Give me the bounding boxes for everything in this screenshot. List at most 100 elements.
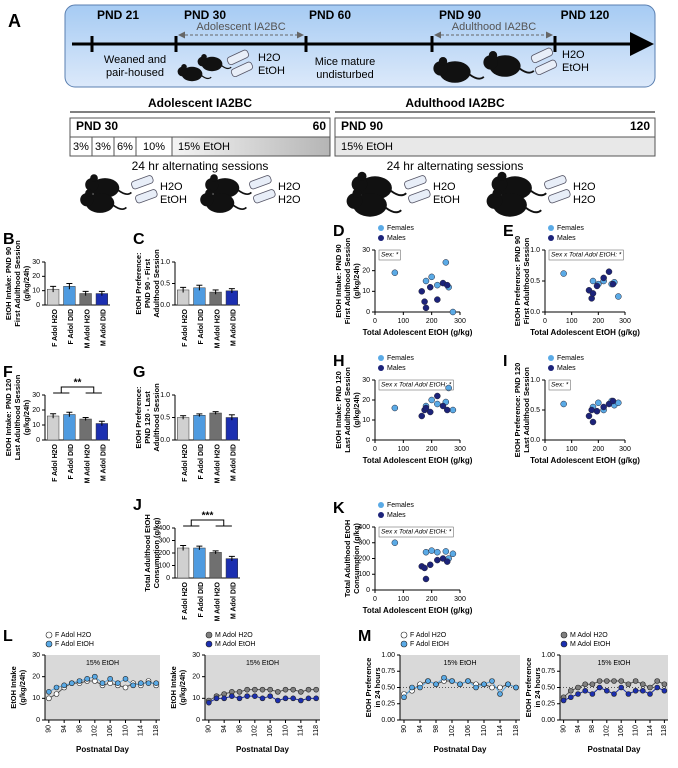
- y-tick-label: 1.00: [381, 652, 395, 659]
- legend-marker: [548, 235, 554, 241]
- point: [267, 693, 273, 699]
- y-axis-label: First Adulthood Session: [13, 240, 22, 327]
- point: [618, 684, 625, 691]
- x-tick-label: 0: [373, 446, 377, 453]
- x-tick-label: 114: [138, 725, 145, 736]
- bar: [79, 418, 92, 441]
- y-tick-label: 0.0: [160, 437, 170, 444]
- y-tick-label: 200: [358, 555, 370, 562]
- point: [489, 678, 495, 684]
- y-axis-label: in 24 hours: [373, 667, 382, 707]
- point: [588, 406, 595, 414]
- legend-label: M Adol H2O: [215, 632, 253, 639]
- point: [236, 689, 243, 695]
- x-tick-label: 200: [426, 596, 438, 603]
- point: [213, 695, 220, 702]
- bottle-icon: [547, 188, 572, 205]
- point: [615, 293, 622, 300]
- x-tick-label: 118: [153, 725, 160, 736]
- point: [84, 676, 90, 682]
- y-axis-label: EtOH Preference: [524, 658, 533, 718]
- point: [427, 561, 434, 569]
- y-tick-label: 1.0: [530, 377, 540, 384]
- x-tick-label: 100: [397, 596, 409, 603]
- point: [444, 558, 451, 565]
- point: [611, 691, 617, 697]
- timeline-note: Mice mature: [315, 56, 376, 68]
- legend-marker: [378, 365, 384, 371]
- y-axis-label: in 24 hours: [533, 667, 542, 707]
- x-tick-label: 90: [401, 725, 408, 733]
- point: [465, 678, 471, 684]
- point: [425, 678, 431, 684]
- x-tick-label: 0: [543, 318, 547, 325]
- legend-label: F Adol EtOH: [410, 641, 449, 648]
- x-tick-label: 106: [107, 725, 114, 737]
- x-tick-label: M Adol DID: [231, 309, 238, 346]
- legend-label: Males: [557, 235, 576, 242]
- point: [298, 689, 304, 695]
- legend-label: Males: [387, 512, 406, 519]
- y-tick-label: 30: [362, 247, 370, 254]
- x-tick-label: 106: [618, 725, 625, 737]
- y-tick-label: 200: [158, 550, 170, 557]
- y-tick-label: 10: [32, 695, 40, 702]
- timeline-mark: PND 90: [439, 8, 481, 22]
- bar: [193, 547, 206, 579]
- point: [603, 678, 610, 684]
- x-tick-label: 300: [454, 596, 466, 603]
- point: [422, 548, 430, 556]
- point: [647, 691, 653, 697]
- y-tick-label: 300: [158, 537, 170, 544]
- y-tick-label: 0: [36, 437, 40, 444]
- point: [236, 695, 243, 702]
- point: [625, 691, 632, 697]
- significance-bracket: [53, 386, 102, 394]
- x-tick-label: 94: [221, 725, 228, 733]
- point: [589, 418, 597, 426]
- y-tick-label: 100: [158, 562, 170, 569]
- legend-marker: [548, 355, 554, 361]
- point: [600, 403, 607, 411]
- bottle-label: H2O: [160, 181, 183, 193]
- y-tick-label: 400: [358, 524, 370, 531]
- point: [625, 681, 632, 688]
- point: [305, 695, 312, 702]
- legend-marker: [45, 640, 53, 648]
- x-tick-label: 106: [465, 725, 472, 737]
- point: [391, 404, 399, 412]
- bar: [47, 415, 60, 441]
- bottle-label: EtOH: [258, 65, 285, 77]
- y-tick-label: 0.0: [530, 437, 540, 444]
- legend-marker: [400, 640, 408, 648]
- bottle-icon: [407, 188, 432, 205]
- point: [259, 695, 266, 702]
- point: [434, 400, 441, 408]
- point: [639, 687, 646, 694]
- panel-label: E: [503, 223, 514, 240]
- point: [441, 674, 447, 681]
- point: [560, 400, 567, 408]
- x-tick-label: M Adol DID: [101, 444, 108, 481]
- y-axis-label: PND 120 - Last: [143, 391, 152, 444]
- x-tick-label: F Adol H2O: [52, 443, 59, 481]
- x-tick-label: 300: [619, 318, 631, 325]
- y-tick-label: 0.00: [381, 717, 395, 724]
- x-axis-label: Postnatal Day: [588, 745, 641, 754]
- y-axis-label: First Adulthood Session: [522, 237, 531, 324]
- x-tick-label: 94: [575, 725, 582, 733]
- point: [422, 575, 430, 583]
- x-tick-label: 98: [589, 725, 596, 733]
- y-axis-label: EtOH Preference: PND 90: [513, 236, 522, 326]
- panel-label: A: [8, 11, 21, 31]
- panel-label: J: [133, 497, 142, 514]
- y-tick-label: 10: [362, 288, 370, 295]
- annotation: Sex x Total Adol EtOH: *: [381, 529, 452, 536]
- point: [661, 687, 668, 694]
- panel-label: M: [358, 628, 371, 645]
- point: [115, 680, 121, 686]
- bottle-label: H2O: [278, 194, 301, 206]
- x-tick-label: 98: [433, 725, 440, 733]
- y-tick-label: 30: [32, 259, 40, 266]
- bottle-label: H2O: [433, 181, 456, 193]
